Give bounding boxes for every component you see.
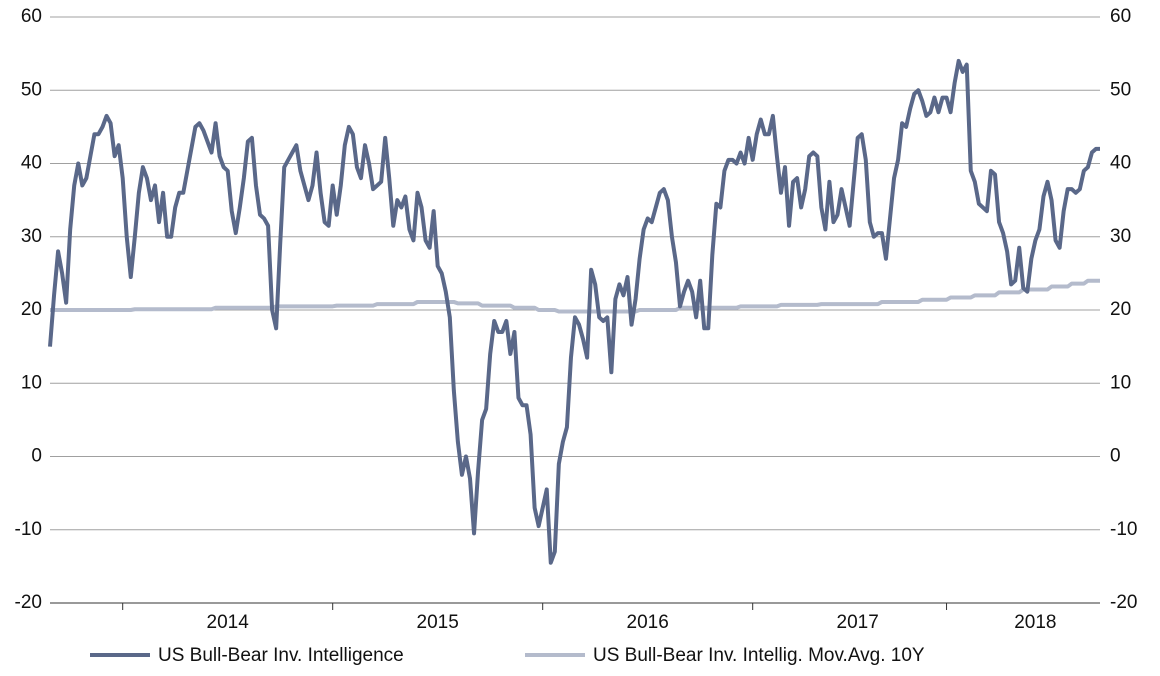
x-tick-label: 2016	[627, 612, 669, 633]
y-tick-label: -20	[15, 592, 42, 613]
y-tick-label: 40	[21, 153, 42, 174]
y2-tick-label: 10	[1110, 372, 1131, 393]
y2-tick-label: -10	[1110, 519, 1137, 540]
x-tick-label: 2015	[417, 612, 459, 633]
y2-tick-label: 0	[1110, 446, 1121, 467]
y-tick-label: 20	[21, 299, 42, 320]
legend-label: US Bull-Bear Inv. Intellig. Mov.Avg. 10Y	[593, 645, 925, 666]
x-tick-label: 2018	[1014, 612, 1056, 633]
y2-tick-label: -20	[1110, 592, 1137, 613]
y2-tick-label: 30	[1110, 226, 1131, 247]
y-tick-label: -10	[15, 519, 42, 540]
y-tick-label: 30	[21, 226, 42, 247]
legend-label: US Bull-Bear Inv. Intelligence	[158, 645, 404, 666]
y-tick-label: 0	[31, 446, 42, 467]
y2-tick-label: 20	[1110, 299, 1131, 320]
y-tick-label: 10	[21, 372, 42, 393]
y-tick-label: 50	[21, 79, 42, 100]
series-line	[48, 58, 1100, 565]
x-tick-label: 2014	[207, 612, 250, 633]
y2-tick-label: 50	[1110, 79, 1131, 100]
y2-tick-label: 60	[1110, 6, 1131, 27]
y-tick-label: 60	[21, 6, 42, 27]
series-line	[50, 278, 1100, 314]
x-tick-label: 2017	[837, 612, 879, 633]
y2-tick-label: 40	[1110, 153, 1131, 174]
